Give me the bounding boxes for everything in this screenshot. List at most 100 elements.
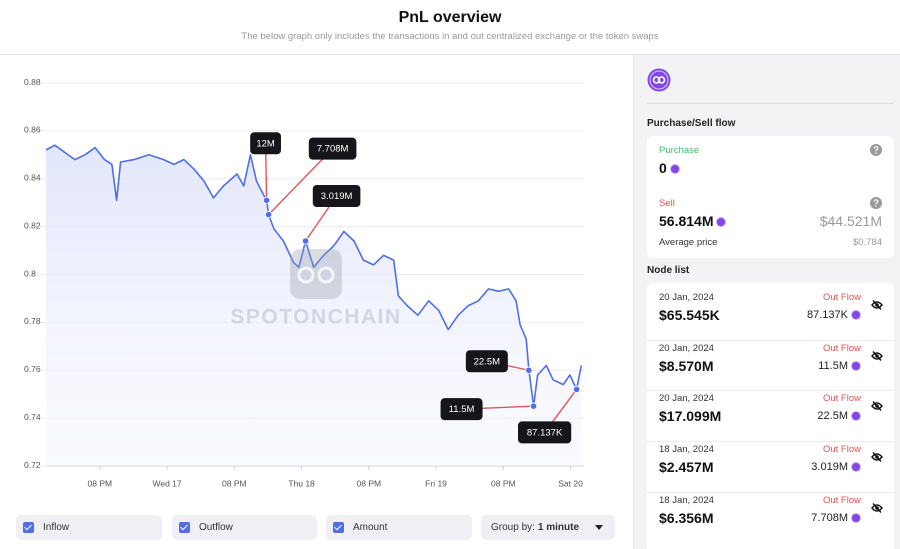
annotation-box [465, 350, 508, 373]
node-amount: 11.5M [818, 359, 848, 372]
sell-amount: 56.814M [659, 213, 714, 229]
node-direction: Out Flow [822, 444, 861, 456]
node-date: 20 Jan, 2024 [659, 292, 714, 303]
watermark-text: SPOTONCHAIN [230, 306, 401, 329]
node-value: $65.545K [659, 307, 720, 323]
help-icon[interactable] [870, 144, 882, 156]
node-amount: 22.5M [817, 410, 848, 423]
node-amount: 7.708M [811, 511, 848, 524]
y-tick-label: 0.72 [24, 460, 41, 470]
x-tick-label: Wed 17 [152, 478, 181, 488]
node-row: 20 Jan, 2024 Out Flow $8.570M 11.5M [647, 339, 894, 390]
hide-icon[interactable] [871, 401, 883, 412]
inflow-checkbox[interactable]: Inflow [16, 515, 162, 540]
checkbox-label: Inflow [43, 522, 70, 533]
node-value: $8.570M [659, 357, 714, 374]
node-row: 20 Jan, 2024 Out Flow $17.099M 22.5M [647, 390, 894, 440]
token-badge [851, 411, 861, 422]
sell-label: Sell [659, 198, 675, 209]
row-divider [647, 491, 894, 493]
node-amount-wrap: 11.5M [818, 360, 861, 372]
node-amount-wrap: 22.5M [817, 410, 861, 422]
y-tick-label: 0.8 [24, 268, 36, 278]
y-tick-label: 0.84 [24, 173, 41, 183]
node-date: 18 Jan, 2024 [659, 444, 714, 456]
x-tick-label: Thu 18 [288, 478, 315, 488]
group-by-select[interactable]: Group by: 1 minute [481, 515, 615, 540]
annotation-point [301, 237, 310, 245]
checkbox-label: Amount [353, 522, 388, 533]
token-badge [851, 462, 861, 473]
row-divider [647, 339, 894, 341]
node-date: 20 Jan, 2024 [659, 342, 714, 354]
node-list-title: Node list [647, 265, 690, 276]
token-badge [669, 164, 680, 175]
y-tick-label: 0.86 [24, 125, 41, 135]
hide-icon[interactable] [871, 452, 883, 463]
y-tick-label: 0.82 [24, 220, 41, 230]
node-amount-wrap: 3.019M [811, 461, 861, 473]
subtitle: The below graph only includes the transa… [241, 31, 659, 42]
chart: 0.72 0.74 0.76 0.78 0.8 0.82 0.84 0.86 0.88 08 PM… [24, 77, 584, 488]
y-tick-label: 0.74 [24, 412, 41, 422]
annotation-label: 87.137K [527, 427, 563, 438]
hide-icon[interactable] [871, 350, 883, 361]
annotation-label: 12M [256, 138, 275, 149]
group-by-label: Group by: [491, 522, 535, 533]
annotation-point [525, 366, 533, 374]
annotation-label: 3.019M [321, 191, 353, 202]
node-value: $6.356M [659, 509, 714, 526]
y-tick-label: 0.78 [24, 316, 41, 326]
side-panel: Purchase/Sell flow Purchase 0 Sell 56.81… [633, 55, 900, 549]
node-date: 20 Jan, 2024 [659, 393, 714, 405]
x-tick-label: Fri 19 [425, 478, 447, 488]
token-icon [647, 68, 671, 92]
hide-icon[interactable] [871, 502, 883, 513]
node-row: 18 Jan, 2024 Out Flow $2.457M 3.019M [647, 441, 894, 491]
purchase-amount: 0 [659, 160, 667, 176]
y-tick-label: 0.76 [24, 364, 41, 374]
annotation-label: 22.5M [474, 356, 500, 367]
node-value: $2.457M [659, 459, 714, 476]
amount-checkbox[interactable]: Amount [326, 515, 472, 540]
section-title: Purchase/Sell flow [647, 118, 736, 129]
node-amount-wrap: 87.137K [807, 309, 861, 321]
token-badge [716, 217, 727, 228]
node-date: 18 Jan, 2024 [659, 494, 714, 506]
y-tick-label: 0.88 [24, 77, 41, 87]
annotation-point [529, 402, 538, 410]
watermark: SPOTONCHAIN [230, 249, 401, 329]
divider [0, 54, 900, 55]
outflow-checkbox[interactable]: Outflow [172, 515, 317, 540]
flow-card: Purchase 0 Sell 56.814M $44.521M Average… [647, 136, 894, 258]
row-divider [647, 441, 894, 443]
x-tick-label: 08 PM [222, 478, 247, 488]
annotation-box [440, 398, 483, 421]
group-by-value: 1 minute [537, 522, 580, 533]
title: PnL overview [398, 9, 502, 26]
x-tick-label: 08 PM [491, 478, 516, 488]
dropdown-arrow [595, 525, 603, 530]
help-icon[interactable] [870, 197, 882, 209]
annotation-point [262, 196, 271, 204]
annotation-point [264, 211, 273, 219]
annotation-box [518, 421, 572, 444]
line [45, 144, 583, 407]
token-badge [851, 512, 861, 523]
node-row: 18 Jan, 2024 Out Flow $6.356M 7.708M [647, 491, 894, 542]
x-tick-label: 08 PM [88, 478, 113, 488]
node-list: 20 Jan, 2024 Out Flow $65.545K 87.137K 20 Ja… [647, 283, 894, 549]
node-direction: Out Flow [822, 393, 861, 405]
node-direction: Out Flow [822, 292, 861, 303]
checkbox-label: Outflow [199, 522, 233, 533]
hide-icon[interactable] [871, 300, 883, 310]
annotation-point [573, 385, 581, 393]
divider [647, 103, 894, 104]
node-value: $17.099M [659, 408, 722, 425]
sell-value: $44.521M [819, 213, 882, 229]
area [46, 145, 582, 466]
node-amount-wrap: 7.708M [811, 512, 861, 524]
purchase-label: Purchase [659, 145, 700, 156]
annotation-box [250, 132, 281, 155]
